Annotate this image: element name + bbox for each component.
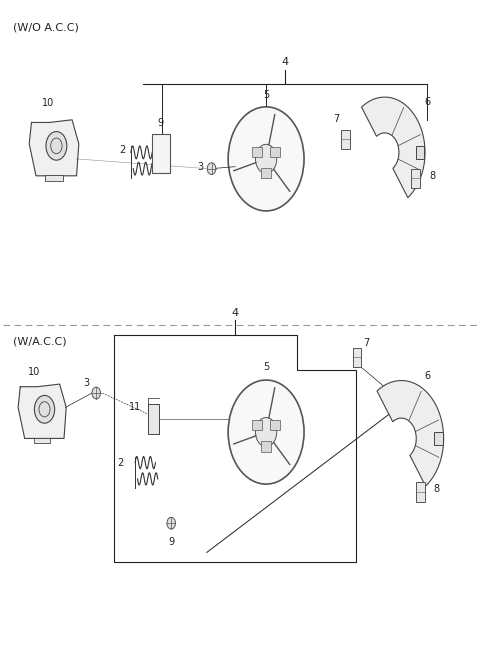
Text: (W/A.C.C): (W/A.C.C) [13,337,67,346]
Bar [46,175,62,181]
Text: 10: 10 [42,98,54,108]
Bar [252,420,262,430]
Text: 6: 6 [424,97,431,107]
Bar [261,168,271,178]
Circle shape [35,396,55,423]
Text: 5: 5 [263,90,269,100]
Text: 7: 7 [334,114,340,125]
Text: 3: 3 [83,379,89,388]
Text: 4: 4 [232,308,239,318]
Bar [411,169,420,188]
Bar [261,441,271,451]
Polygon shape [29,120,79,176]
Text: 6: 6 [424,371,431,381]
Text: 3: 3 [197,161,203,172]
Bar [252,146,262,157]
Text: 9: 9 [168,537,174,548]
Bar [148,405,159,434]
Circle shape [228,380,304,484]
Text: 2: 2 [119,146,125,155]
Bar [353,348,361,367]
Circle shape [46,132,67,160]
Circle shape [167,518,176,529]
Bar [152,134,170,173]
Text: 4: 4 [281,57,288,67]
Circle shape [255,417,277,447]
Text: 9: 9 [158,117,164,128]
Circle shape [207,163,216,174]
Wedge shape [377,380,444,486]
Text: 11: 11 [129,402,141,413]
Circle shape [92,387,100,399]
Bar [416,482,424,502]
Text: 7: 7 [363,338,370,348]
Bar [341,130,349,149]
Polygon shape [18,384,66,438]
Wedge shape [361,97,425,197]
Circle shape [228,107,304,211]
Text: 2: 2 [118,459,124,468]
Text: 8: 8 [430,171,436,182]
Text: 10: 10 [27,367,40,377]
Text: (W/O A.C.C): (W/O A.C.C) [13,22,79,32]
Bar [270,420,280,430]
Text: 8: 8 [433,484,440,495]
Bar [270,146,280,157]
Text: 5: 5 [263,362,269,372]
Bar [434,432,443,445]
Circle shape [255,144,277,173]
Bar [34,438,50,443]
Bar [416,146,424,159]
